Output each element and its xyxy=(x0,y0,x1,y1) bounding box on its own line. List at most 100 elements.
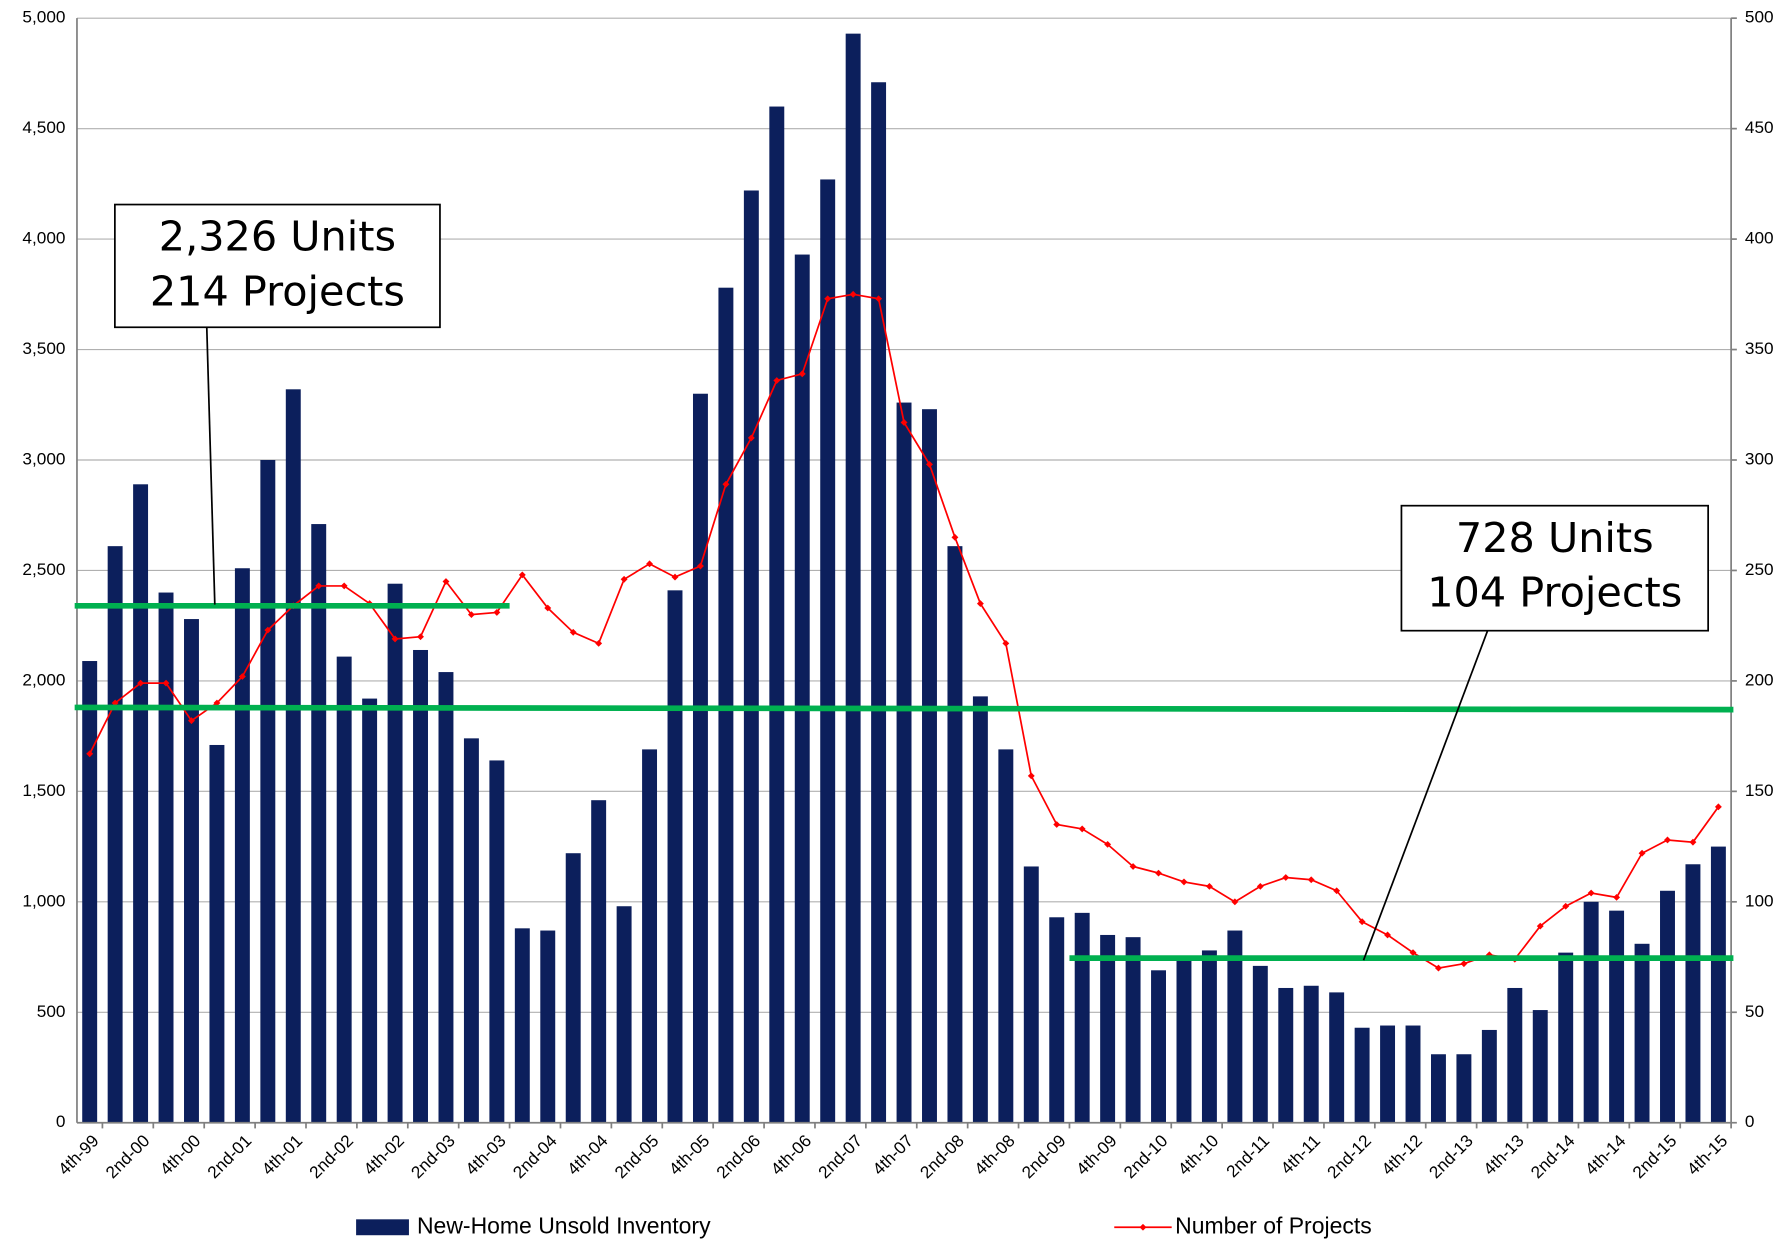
bar xyxy=(1634,943,1650,1123)
y2-tick-label: 450 xyxy=(1745,117,1774,137)
bar xyxy=(1125,937,1141,1123)
bar xyxy=(1481,1029,1497,1123)
bar xyxy=(1583,901,1599,1123)
line-marker xyxy=(1027,772,1035,780)
annotation-text: 2,326 Units xyxy=(159,213,396,261)
annotation-box xyxy=(114,203,441,329)
annotation-leader xyxy=(205,327,216,605)
annotation-text: 728 Units xyxy=(1456,514,1654,562)
y2-tick-label: 0 xyxy=(1745,1111,1755,1131)
y2-tick-label: 300 xyxy=(1745,449,1774,469)
bar xyxy=(1507,987,1523,1123)
line-marker xyxy=(926,461,933,468)
line-marker xyxy=(1155,869,1162,877)
bar xyxy=(413,649,428,1123)
bar xyxy=(463,738,479,1123)
y-tick-label: 4,500 xyxy=(22,117,65,137)
bar xyxy=(1558,952,1574,1123)
bar xyxy=(591,800,607,1123)
bar xyxy=(1405,1025,1421,1123)
bar xyxy=(336,656,352,1123)
bar xyxy=(845,33,861,1123)
line-marker xyxy=(238,673,246,680)
bar xyxy=(1074,912,1090,1123)
annotation-box xyxy=(1400,504,1710,632)
y2-tick-label: 500 xyxy=(1745,7,1774,27)
line-marker xyxy=(340,582,348,590)
bar xyxy=(285,389,301,1123)
bar xyxy=(972,696,988,1123)
line-marker xyxy=(722,480,730,488)
bar xyxy=(234,568,250,1123)
legend-label: Number of Projects xyxy=(1175,1212,1372,1238)
y-tick-label: 3,000 xyxy=(22,449,65,469)
line-marker xyxy=(798,370,806,378)
y-tick-label: 0 xyxy=(56,1111,66,1131)
y2-tick-label: 100 xyxy=(1745,890,1774,910)
line-marker xyxy=(467,611,475,619)
line-marker xyxy=(544,604,552,612)
bar xyxy=(158,592,174,1123)
bar xyxy=(1023,866,1039,1123)
bar xyxy=(1685,864,1701,1123)
line-marker xyxy=(391,635,399,643)
bar xyxy=(133,484,149,1123)
line-marker xyxy=(1409,949,1417,957)
line-marker xyxy=(1180,878,1188,886)
bar xyxy=(642,749,658,1123)
bar xyxy=(1329,992,1345,1123)
bar xyxy=(260,460,276,1123)
line-marker xyxy=(951,533,959,541)
bar xyxy=(820,179,836,1123)
line-marker xyxy=(849,290,857,298)
line-marker xyxy=(315,582,323,590)
bar xyxy=(311,524,327,1123)
y-tick-label: 500 xyxy=(37,1001,66,1021)
y-tick-label: 5,000 xyxy=(22,7,65,27)
legend-swatch xyxy=(356,1219,409,1236)
bar xyxy=(616,906,632,1123)
line-marker xyxy=(976,600,984,607)
line-marker xyxy=(1129,863,1137,870)
line-marker xyxy=(417,633,424,641)
y2-tick-label: 200 xyxy=(1745,670,1774,690)
bar xyxy=(1100,934,1116,1123)
line-marker xyxy=(442,578,450,585)
annotation-leader xyxy=(1362,630,1489,961)
legend-label: New-Home Unsold Inventory xyxy=(417,1212,711,1238)
y-tick-label: 2,000 xyxy=(22,670,65,690)
y-tick-label: 3,500 xyxy=(22,338,65,358)
y-tick-label: 2,500 xyxy=(22,559,65,579)
bar xyxy=(1456,1054,1472,1123)
bar xyxy=(1609,910,1625,1123)
bar xyxy=(718,287,734,1123)
y2-tick-label: 350 xyxy=(1745,338,1774,358)
line-marker xyxy=(188,717,195,725)
line-marker xyxy=(1460,960,1468,968)
line-marker xyxy=(595,639,603,647)
reference-line xyxy=(74,704,1734,713)
y2-tick-label: 150 xyxy=(1745,780,1774,800)
bar xyxy=(1660,890,1675,1123)
bar xyxy=(1176,959,1192,1123)
line-marker xyxy=(1333,887,1341,895)
bar xyxy=(565,853,581,1123)
bar xyxy=(1151,970,1166,1123)
bar xyxy=(896,402,912,1123)
line-marker xyxy=(1104,840,1112,848)
bar xyxy=(387,583,403,1123)
bar xyxy=(540,930,556,1123)
y-tick-label: 4,000 xyxy=(22,228,65,248)
bar xyxy=(692,393,708,1123)
bar xyxy=(1710,846,1726,1123)
annotation-text: 104 Projects xyxy=(1427,569,1682,617)
line-marker xyxy=(747,434,755,442)
bar xyxy=(1201,950,1217,1123)
bar xyxy=(1049,917,1065,1123)
bar xyxy=(769,106,785,1123)
y2-tick-label: 250 xyxy=(1745,559,1774,579)
bar xyxy=(489,760,505,1123)
line-marker xyxy=(1002,639,1010,647)
bar xyxy=(1252,965,1268,1123)
